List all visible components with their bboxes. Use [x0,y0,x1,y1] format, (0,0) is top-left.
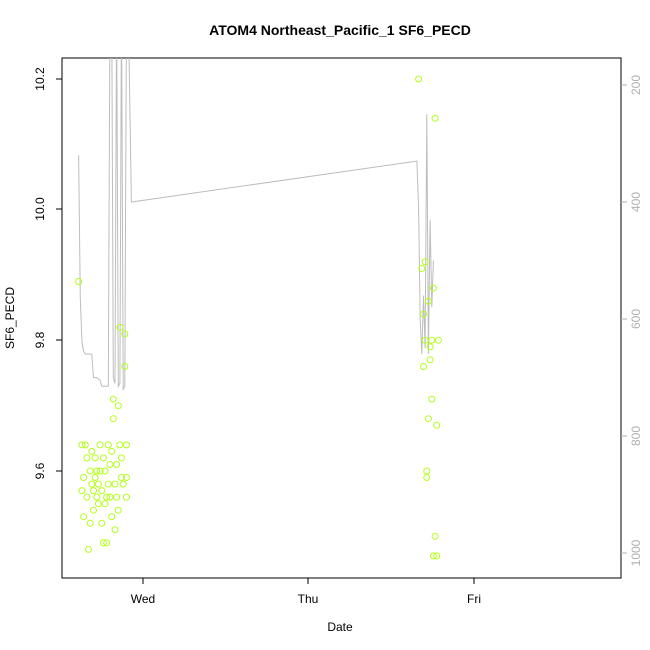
data-point [111,526,119,534]
data-point [104,480,112,488]
data-point [104,441,112,449]
data-point [423,467,431,475]
data-point [94,500,102,508]
data-point [118,454,125,462]
data-point [96,467,104,475]
data-point [434,336,442,344]
data-point [121,363,129,370]
data-point [90,506,97,514]
y-axis: 9.6 9.8 10.0 10.2 [33,67,62,479]
right-axis: 200 400 600 800 1000 [621,75,643,566]
data-point [78,441,86,449]
data-point [101,467,109,475]
data-point [108,447,116,455]
data-point [103,539,111,547]
x-tick-label-thu: Thu [298,592,319,606]
y2-tick-label-1000: 1000 [629,539,643,566]
data-point [114,402,122,410]
data-point [108,513,116,521]
data-point [99,454,107,462]
data-point [428,336,436,344]
data-point [420,363,427,370]
data-point [101,500,109,508]
data-point [90,487,97,495]
data-point [93,493,101,501]
data-point [86,467,94,475]
data-point [96,441,104,449]
data-point [98,519,106,527]
data-point [118,474,125,481]
data-point [80,474,88,481]
y2-tick-label-200: 200 [629,75,643,95]
data-point [113,461,121,468]
data-point [426,343,434,351]
data-point [109,395,117,403]
data-point [86,519,94,527]
chart-title: ATOM4 Northeast_Pacific_1 SF6_PECD [209,22,471,38]
pressure-line [78,58,434,392]
data-point [99,539,107,547]
data-point [415,75,423,83]
y2-tick-label-800: 800 [629,426,643,446]
plot-frame [61,57,622,579]
x-tick-label-wed: Wed [131,592,155,606]
data-point [98,487,106,495]
data-point [420,310,427,318]
data-point [421,336,429,344]
y-axis-label: SF6_PECD [3,287,17,349]
data-point [116,441,124,449]
data-point [91,454,99,462]
data-point [418,265,426,272]
data-point [421,258,429,266]
data-point [116,323,124,331]
data-point [114,506,122,514]
data-point [80,513,88,521]
data-point [83,493,91,501]
data-point [113,493,121,501]
points-layer [75,75,442,560]
data-point [94,480,102,488]
x-tick-label-fri: Fri [467,592,481,606]
data-point [81,441,89,449]
y-tick-label-10.2: 10.2 [33,67,47,91]
data-point [111,480,119,488]
data-point [431,532,439,540]
data-point [123,441,130,449]
data-point [88,447,96,455]
data-point [424,415,432,423]
x-axis-label: Date [327,620,353,634]
data-point [429,552,437,560]
data-point [119,480,127,488]
data-point [433,552,441,560]
data-point [75,278,83,285]
data-point [93,467,101,475]
data-point [106,461,114,468]
data-point [91,474,99,481]
data-point [428,395,436,403]
data-point [78,487,86,495]
data-point [123,474,130,481]
data-point [123,493,130,501]
y2-tick-label-400: 400 [629,192,643,212]
data-point [424,297,432,305]
data-point [431,114,439,122]
data-point [429,284,437,292]
data-point [426,356,434,364]
x-axis: Wed Thu Fri [131,578,481,606]
data-point [85,545,92,553]
y-tick-label-9.6: 9.6 [33,462,47,479]
y-tick-label-10.0: 10.0 [33,197,47,221]
data-point [88,480,96,488]
data-point [423,474,431,481]
data-point [83,454,91,462]
y2-tick-label-600: 600 [629,309,643,329]
pressure-line-layer [78,58,434,392]
data-point [106,493,114,501]
data-point [121,330,129,338]
data-point [433,421,441,429]
data-point [109,415,117,423]
data-point [103,493,111,501]
y-tick-label-9.8: 9.8 [33,331,47,348]
